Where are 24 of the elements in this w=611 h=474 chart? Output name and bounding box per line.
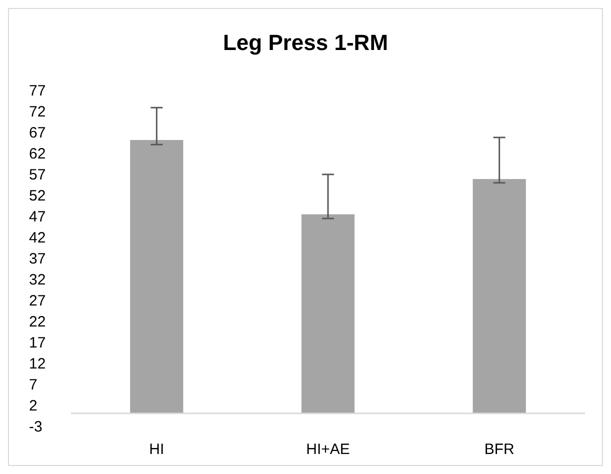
x-tick-label: HI+AE — [306, 441, 350, 458]
y-tick-label: 27 — [29, 292, 46, 310]
y-tick-label: 2 — [29, 397, 38, 414]
x-tick-label: HI — [149, 441, 164, 458]
bar — [472, 179, 526, 414]
y-tick-label: 17 — [29, 334, 46, 352]
y-tick-label: 42 — [29, 229, 46, 246]
bar — [130, 140, 184, 414]
y-tick-label: 77 — [29, 82, 46, 100]
y-tick-label: 57 — [29, 166, 46, 184]
y-tick-label: 47 — [29, 208, 46, 226]
y-tick-label: 12 — [29, 355, 46, 372]
y-tick-label: 32 — [29, 271, 46, 288]
y-tick-label: 72 — [29, 103, 46, 120]
x-tick-label: BFR — [484, 441, 514, 458]
y-tick-label: 7 — [29, 376, 38, 394]
y-tick-label: 22 — [29, 313, 46, 330]
y-tick-label: 52 — [29, 187, 46, 204]
y-tick-label: 62 — [29, 145, 46, 162]
y-tick-label: 67 — [29, 124, 46, 142]
y-tick-label: -3 — [29, 418, 42, 436]
chart-title: Leg Press 1-RM — [222, 30, 388, 55]
y-tick-label: 37 — [29, 250, 46, 268]
bar — [301, 214, 355, 414]
